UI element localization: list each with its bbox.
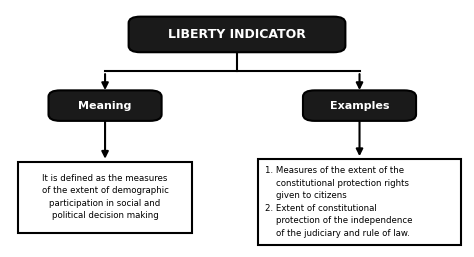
Text: 1. Measures of the extent of the
    constitutional protection rights
    given : 1. Measures of the extent of the constit… [265,167,413,238]
Text: Meaning: Meaning [78,101,132,111]
FancyBboxPatch shape [48,90,162,121]
Text: LIBERTY INDICATOR: LIBERTY INDICATOR [168,28,306,41]
Text: It is defined as the measures
of the extent of demographic
participation in soci: It is defined as the measures of the ext… [42,174,168,221]
FancyBboxPatch shape [128,17,346,52]
FancyBboxPatch shape [258,159,461,245]
FancyBboxPatch shape [303,90,416,121]
Text: Examples: Examples [330,101,389,111]
FancyBboxPatch shape [18,162,192,233]
